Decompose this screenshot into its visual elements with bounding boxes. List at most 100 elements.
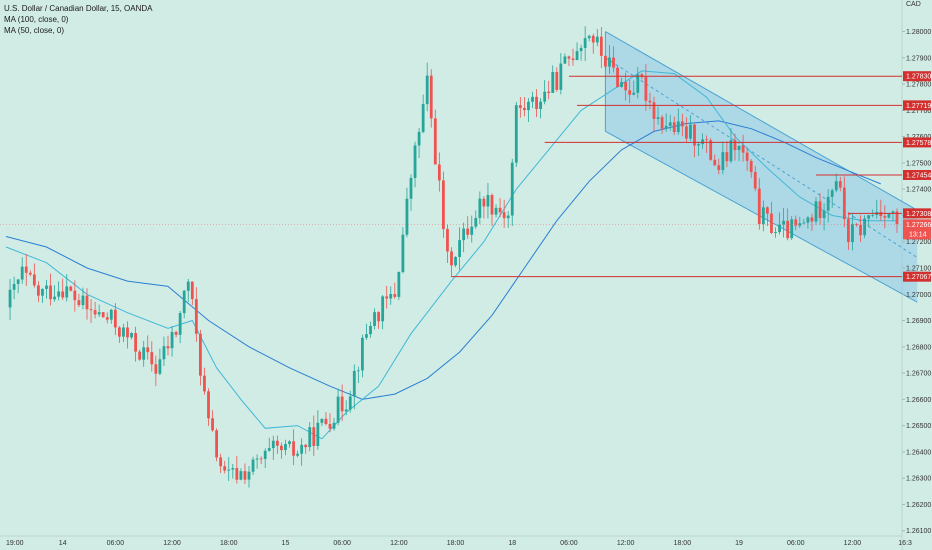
level-label-1: 1.27719 [906,103,931,110]
candle-body [267,448,271,451]
candle-body [604,55,607,67]
candle-body [154,364,158,374]
candle-body [77,300,81,306]
candle-body [203,375,206,392]
candle-body [838,181,842,188]
candle-body [304,444,308,448]
candle-body [539,101,542,109]
channel-lower-line[interactable] [605,130,918,303]
y-tick-label: 1.26200 [906,502,931,509]
candle-body [243,471,247,480]
currency-label: CAD [906,1,921,8]
candle-body [401,234,405,273]
candle-body [616,67,619,87]
candle-body [385,296,389,299]
candle-body [324,418,328,425]
candle-body [559,63,563,90]
candle-body [790,219,794,239]
candle-body [417,131,421,146]
y-tick-label: 1.27000 [906,292,931,299]
candle-body [150,352,154,365]
y-tick-label: 1.26700 [906,371,931,378]
channel-fill [605,31,918,303]
candle-body [101,312,105,318]
candle-body [595,36,599,43]
candle-body [296,453,299,456]
level-tag-2 [903,137,931,148]
candle-body [575,51,579,61]
candle-body [113,309,117,328]
x-tick-label: 14 [59,540,67,547]
ma50-legend[interactable]: MA (50, close, 0) [4,26,65,35]
channel-upper-line[interactable] [605,31,918,211]
candle-body [608,57,611,67]
candle-body [369,325,372,335]
candle-body [689,124,692,139]
candle-body [510,162,514,216]
candle-body [194,299,198,334]
candle-body [680,121,684,127]
candle-body [668,122,672,126]
x-tick-label: 06:00 [787,540,805,547]
candle-body [664,125,668,129]
candle-body [733,140,737,151]
y-tick-label: 1.27200 [906,239,931,246]
candle-body [199,333,202,376]
candle-body [251,459,255,472]
candle-body [389,294,393,299]
candle-body [105,317,109,320]
candle-body [57,291,61,297]
y-tick-label: 1.28000 [906,29,931,36]
candle-body [340,396,344,412]
candle-body [591,35,595,43]
candle-body [45,285,48,289]
candle-body [454,256,457,266]
candle-body [834,181,838,191]
candle-body [271,440,275,449]
y-tick-label: 1.27700 [906,108,931,115]
horizontal-levels[interactable] [0,75,902,278]
candle-body [81,295,85,306]
candle-body [859,224,862,236]
candle-body [895,211,899,225]
candle-body [393,294,397,297]
candle-body [134,333,137,352]
candle-body [656,117,660,119]
candle-body [377,312,380,322]
candle-body [146,347,150,353]
y-tick-label: 1.27900 [906,55,931,62]
candle-body [745,152,749,161]
ma100-line[interactable] [5,120,881,400]
candle-body [138,351,142,360]
candle-body [450,251,453,266]
x-tick-label: 06:00 [107,540,125,547]
candle-body [275,440,279,446]
candle-body [543,91,547,102]
candle-body [757,188,761,225]
x-tick-label: 18 [508,540,516,547]
candle-body [527,101,530,111]
candle-body [446,229,449,252]
x-tick-label: 16:3 [898,540,912,547]
candle-body [531,96,534,102]
candle-body [770,213,773,233]
candle-body [28,272,32,275]
candle-body [316,422,320,447]
candle-body [348,396,352,410]
candle-body [652,102,656,119]
level-tag-3 [903,169,931,180]
candle-body [636,74,640,93]
x-tick-label: 18:00 [674,540,692,547]
candle-body [130,333,133,338]
candle-body [741,145,745,153]
ma50-line[interactable] [5,70,897,440]
x-tick-label: 19 [735,540,743,547]
candle-body [263,450,267,459]
y-tick-label: 1.27500 [906,160,931,167]
symbol-title[interactable]: U.S. Dollar / Canadian Dollar, 15, OANDA [4,4,153,13]
candle-body [425,75,429,105]
ma100-legend[interactable]: MA (100, close, 0) [4,15,69,24]
chart-legend: U.S. Dollar / Canadian Dollar, 15, OANDA… [4,3,153,36]
